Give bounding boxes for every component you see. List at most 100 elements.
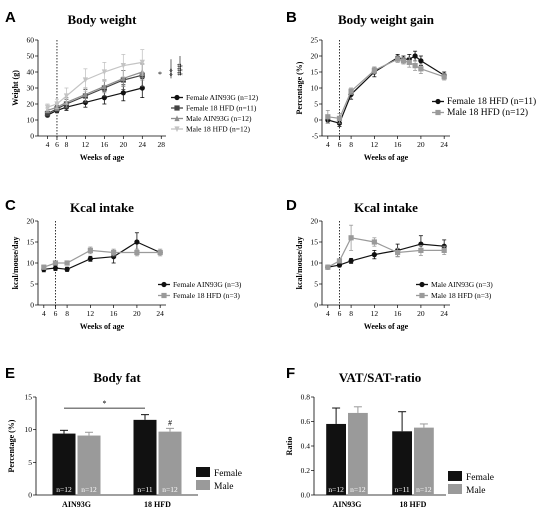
y-tick-label: 0 <box>28 491 32 500</box>
chart-title: Kcal intake <box>354 200 418 215</box>
y-axis-label: Ratio <box>285 437 294 456</box>
data-point <box>64 266 70 272</box>
significance-star: * <box>103 399 107 408</box>
x-tick-label: 4 <box>326 140 330 149</box>
y-tick-label: 5 <box>30 280 34 289</box>
y-tick-label: 30 <box>27 84 35 93</box>
chart-title: Body weight <box>68 12 138 27</box>
y-tick-label: 20 <box>27 100 35 109</box>
panel-letter-c: C <box>5 197 16 214</box>
y-tick-label: 20 <box>27 217 35 226</box>
legend-swatch <box>196 480 210 490</box>
n-label: n=11 <box>137 485 152 494</box>
x-tick-label: 6 <box>338 309 342 318</box>
bar <box>52 433 76 495</box>
n-label: n=12 <box>56 485 72 494</box>
legend-label: Male 18 HFD (n=12) <box>186 125 251 134</box>
significance-star: * <box>158 70 162 79</box>
y-axis-label: Percentage (%) <box>295 61 304 114</box>
bar <box>348 412 368 495</box>
y-tick-label: 25 <box>311 36 319 45</box>
legend-label: Female <box>466 473 494 483</box>
x-tick-label: 16 <box>101 140 109 149</box>
data-point <box>82 91 89 97</box>
y-tick-label: 0.4 <box>301 442 311 451</box>
x-tick-label: 4 <box>326 309 330 318</box>
y-tick-label: 15 <box>311 68 319 77</box>
category-label: AIN93G <box>62 500 91 509</box>
data-point <box>336 262 343 268</box>
data-point <box>325 114 331 120</box>
x-tick-label: 8 <box>65 309 69 318</box>
x-axis-label: Weeks of age <box>80 153 125 162</box>
y-axis-label: Weight (g) <box>11 70 20 106</box>
legend-label: Male 18 HFD (n=3) <box>431 291 492 300</box>
panel-letter-d: D <box>286 197 297 214</box>
x-tick-label: 16 <box>110 309 118 318</box>
y-tick-label: 0.8 <box>301 393 311 402</box>
chart-panel-d: Kcal intake 0 5 10 15 20 4 6 8 12 16 20 24 Weeks of a… <box>295 200 493 331</box>
data-point <box>87 256 93 262</box>
legend-swatch-marker <box>174 126 180 133</box>
data-point <box>54 101 60 108</box>
data-point <box>406 59 412 65</box>
y-tick-label: 10 <box>311 259 319 268</box>
y-tick-label: -5 <box>312 132 318 141</box>
data-point <box>400 58 407 64</box>
category-label: AIN93G <box>333 500 362 509</box>
y-tick-label: 20 <box>311 52 319 61</box>
y-tick-label: 50 <box>27 52 35 61</box>
legend-label: Female AIN93G (n=3) <box>173 280 242 289</box>
data-point <box>418 66 424 72</box>
x-tick-label: 16 <box>394 309 402 318</box>
data-point <box>348 235 354 241</box>
n-label: n=12 <box>328 485 344 494</box>
x-tick-label: 16 <box>394 140 402 149</box>
y-tick-label: 0 <box>314 116 318 125</box>
legend-label: Female 18 HFD (n=11) <box>447 96 536 107</box>
data-point <box>395 56 401 62</box>
legend-swatch <box>196 467 210 477</box>
chart-title: Body weight gain <box>338 12 435 27</box>
data-point <box>52 265 59 271</box>
legend-label: Male AIN93G (n=3) <box>431 280 493 289</box>
chart-title: Body fat <box>93 370 141 385</box>
significance-hash: ### <box>175 64 184 76</box>
legend-label: Male 18 HFD (n=12) <box>447 107 528 118</box>
bar <box>326 423 346 495</box>
data-point <box>120 90 126 96</box>
x-tick-label: 4 <box>42 309 46 318</box>
legend-swatch-marker <box>174 94 180 101</box>
y-tick-label: 0.6 <box>301 417 311 426</box>
y-tick-label: 5 <box>28 458 32 467</box>
bar <box>392 431 412 495</box>
category-label: 18 HFD <box>144 500 171 509</box>
series-line <box>47 74 143 115</box>
x-tick-label: 6 <box>54 309 58 318</box>
data-point <box>348 88 354 94</box>
data-point <box>101 69 107 76</box>
y-tick-label: 10 <box>27 259 35 268</box>
series-line <box>43 249 161 268</box>
data-point <box>134 239 140 245</box>
y-axis-label: kcal/mouse/day <box>295 237 304 290</box>
y-axis-label: kcal/mouse/day <box>11 237 20 290</box>
data-point <box>412 53 418 59</box>
x-tick-label: 4 <box>46 140 50 149</box>
legend-swatch-marker <box>174 105 180 111</box>
data-point <box>120 75 126 81</box>
data-point <box>441 74 447 80</box>
n-label: n=12 <box>350 485 366 494</box>
panel-letter-f: F <box>286 365 295 382</box>
data-point <box>139 59 145 66</box>
y-tick-label: 20 <box>311 217 319 226</box>
x-axis-label: Weeks of age <box>364 322 409 331</box>
x-tick-label: 20 <box>417 309 425 318</box>
y-tick-label: 0.2 <box>301 466 311 475</box>
chart-panel-e: Body fat 0 5 10 15 Percentage (%) AIN93G n=12 n=… <box>7 370 242 509</box>
data-point <box>87 247 93 253</box>
chart-title: Kcal intake <box>70 200 134 215</box>
panel-letter-e: E <box>5 365 15 382</box>
series-line <box>327 58 445 120</box>
